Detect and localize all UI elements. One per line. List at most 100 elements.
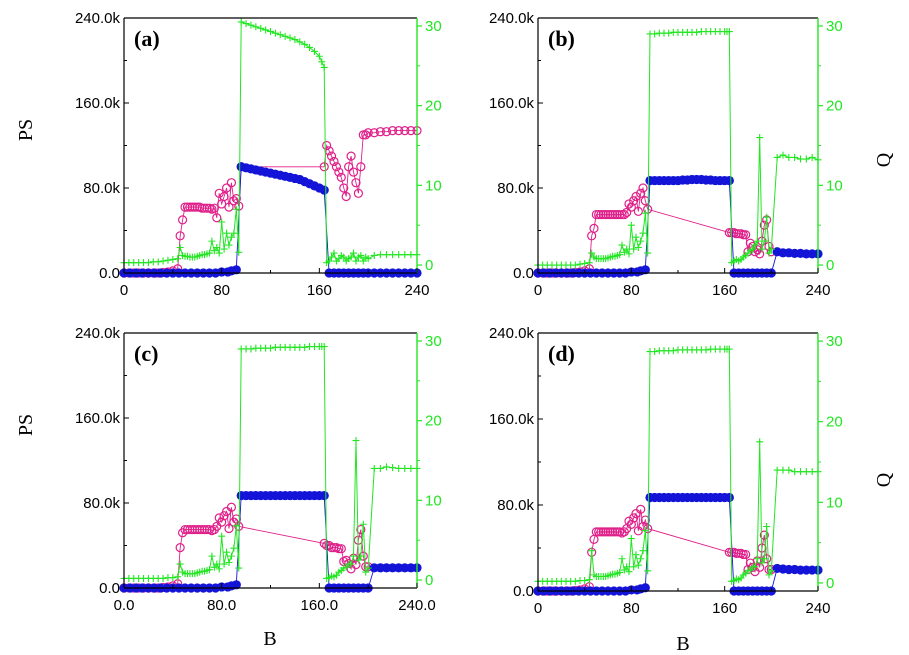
y-tick-label-d-2: 160.0k [489,411,535,428]
point-plus-a-45 [276,31,284,39]
point-plus-b-34 [639,229,647,237]
y2-tick-label-b-3: 30 [826,18,843,35]
point-plus-d-33 [637,555,645,563]
point-open-circle-c-23 [202,524,212,535]
y-tick-label-b-0: 0.0 [513,265,534,282]
point-plus-c-71 [359,520,367,528]
point-open-circle-d-52 [759,530,769,540]
y-tick-label-a-0: 0.0 [99,265,120,282]
point-plus-b-30 [630,245,638,253]
point-open-circle-a-21 [197,203,207,213]
point-plus-a-25 [208,237,216,245]
point-open-circle-a-58 [375,127,385,137]
point-plus-d-79 [802,468,810,476]
series-line-open-circle-a [124,130,417,274]
point-open-circle-a-33 [226,178,237,188]
point-open-circle-b-31 [631,191,641,202]
point-open-circle-c-52 [356,524,366,535]
point-plus-a-57 [325,257,333,265]
point-plus-a-76 [382,251,390,259]
point-plus-d-25 [618,555,626,563]
point-plus-a-30 [220,245,228,253]
point-filled-circle-b-19 [640,265,650,275]
point-open-circle-a-26 [209,203,219,213]
y2-tick-label-b-0: 0 [826,257,834,274]
point-plus-d-29 [627,535,635,543]
point-open-circle-a-62 [400,126,410,136]
point-open-circle-c-33 [226,502,237,512]
point-open-circle-d-43 [738,549,748,560]
point-plus-c-72 [362,568,370,576]
point-plus-a-38 [242,20,250,28]
point-plus-a-48 [291,36,299,44]
point-plus-b-29 [627,221,635,229]
point-open-circle-a-63 [406,126,416,136]
point-plus-c-73 [364,564,372,572]
point-open-circle-a-17 [187,202,197,212]
point-plus-b-66 [751,241,759,249]
y-tick-label-a-1: 80.0k [83,180,120,197]
point-plus-d-67 [753,555,761,563]
point-open-circle-a-44 [334,167,344,177]
point-plus-c-27 [213,560,221,568]
point-open-circle-a-14 [180,202,190,212]
point-plus-a-8 [159,257,167,265]
point-plus-c-24 [205,566,213,574]
point-open-circle-b-20 [605,209,615,220]
point-open-circle-a-46 [339,183,349,193]
point-plus-c-12 [176,560,184,568]
y2-tick-label-a-1: 10 [425,177,442,194]
point-open-circle-b-26 [619,209,629,220]
x-tick-label-b-1: 80 [623,282,640,299]
point-plus-c-30 [220,560,228,568]
point-plus-d-73 [767,567,775,575]
y-tick-label-d-0: 0.0 [513,583,534,600]
point-plus-c-70 [357,552,365,560]
point-open-circle-a-56 [363,128,373,138]
point-plus-a-75 [376,251,384,259]
point-plus-b-77 [791,153,799,161]
x-tick-label-b-2: 160 [712,282,737,299]
point-plus-a-42 [262,26,270,34]
point-plus-a-24 [205,249,213,257]
point-open-circle-a-54 [358,130,368,140]
point-open-circle-a-57 [369,128,379,138]
point-open-circle-c-15 [182,524,193,535]
point-plus-c-69 [354,556,362,564]
point-plus-d-72 [765,571,773,579]
point-open-circle-d-33 [636,504,646,514]
x-tick-label-c-3: 240.0 [398,597,436,614]
point-plus-a-34 [230,229,238,237]
point-open-circle-b-25 [617,209,627,220]
point-open-circle-b-41 [734,229,744,239]
point-plus-d-31 [632,551,640,559]
y-tick-label-a-3: 240.0k [75,10,121,27]
x-axis-label-right: B [676,633,689,655]
point-plus-b-75 [779,151,787,159]
point-open-circle-c-37 [319,538,329,548]
y2-tick-label-c-3: 30 [425,333,442,350]
point-plus-d-55 [725,345,733,353]
point-plus-b-38 [651,30,659,38]
panel-a: 0 80 160 240 0.0 80.0k 160.0k 240.0k 0 10 20 30 (a) [75,10,442,299]
point-open-circle-d-16 [596,527,606,537]
point-plus-a-9 [164,256,172,264]
point-plus-c-28 [215,565,223,573]
point-open-circle-a-12 [175,231,185,241]
point-plus-b-24 [616,251,624,259]
point-plus-c-39 [247,345,255,353]
y2-axis-label-top: Q [873,152,895,167]
x-tick-label-a-1: 80 [213,282,230,299]
point-plus-b-31 [632,233,640,241]
y-tick-label-d-1: 80.0k [497,497,534,514]
y2-tick-label-d-1: 10 [826,494,843,511]
point-open-circle-a-32 [224,202,234,212]
point-plus-a-10 [169,255,177,263]
point-open-circle-d-22 [610,527,620,537]
point-plus-b-28 [625,250,633,258]
y2-tick-label-a-0: 0 [425,257,433,274]
point-plus-c-67 [350,552,358,560]
point-open-circle-a-47 [341,191,351,202]
point-plus-c-43 [267,344,274,352]
y2-tick-label-a-2: 20 [425,98,442,115]
